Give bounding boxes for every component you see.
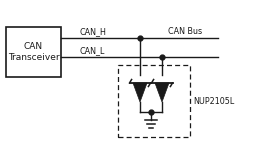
Text: CAN_H: CAN_H [80, 27, 107, 36]
Text: CAN
Transceiver: CAN Transceiver [8, 42, 59, 62]
Text: NUP2105L: NUP2105L [193, 97, 234, 105]
Polygon shape [133, 83, 147, 102]
Bar [118, 65, 190, 137]
Text: CAN_L: CAN_L [80, 46, 105, 55]
Bar [6, 27, 61, 77]
Polygon shape [155, 83, 169, 102]
Text: CAN Bus: CAN Bus [168, 27, 202, 36]
